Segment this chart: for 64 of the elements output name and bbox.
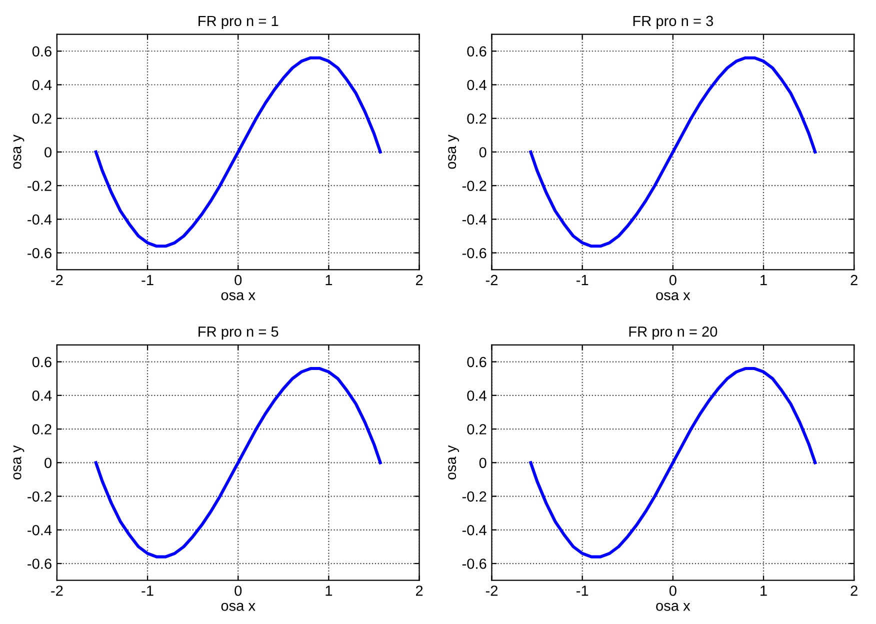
x-tick-label: -1	[576, 586, 588, 596]
y-tick-label: -0.4	[28, 524, 52, 536]
y-tick-label: 0.2	[467, 113, 486, 124]
y-axis-title: osa y	[448, 134, 459, 169]
chart-title: FR pro n = 20	[629, 326, 718, 340]
y-tick-label: 0	[479, 458, 486, 468]
y-axis-title: osa y	[13, 134, 24, 169]
x-tick-label: -2	[51, 274, 63, 286]
line-series	[529, 56, 817, 248]
y-tick-label: 0.4	[467, 80, 486, 90]
x-tick-label: 0	[669, 274, 676, 286]
y-tick-label: 0.2	[32, 113, 52, 124]
y-tick-label: -0.2	[28, 180, 52, 192]
y-tick-label: 0	[479, 147, 486, 158]
x-tick-label: 0	[669, 586, 676, 596]
y-tick-label: -0.2	[462, 491, 486, 502]
x-tick-label: 0	[234, 274, 242, 286]
y-tick-label: -0.2	[28, 491, 52, 502]
x-tick-label: 2	[850, 274, 858, 286]
x-tick-label: 2	[416, 586, 423, 596]
y-tick-label: 0.2	[467, 424, 486, 434]
y-tick-label: -0.6	[462, 558, 486, 569]
line-series	[529, 366, 817, 558]
y-tick-label: -0.4	[462, 214, 486, 225]
y-tick-label: -0.6	[28, 248, 52, 258]
y-tick-label: 0.6	[467, 356, 486, 368]
y-axis-title: osa y	[13, 445, 24, 480]
y-axis-title: osa y	[448, 445, 459, 480]
line-series	[94, 366, 382, 558]
chart-title: FR pro n = 5	[198, 326, 278, 340]
x-tick-label: 1	[760, 586, 767, 596]
y-tick-label: -0.6	[28, 558, 52, 569]
x-tick-label: -1	[576, 275, 588, 286]
x-tick-label: -1	[142, 275, 154, 286]
x-axis-title: osa x	[221, 292, 256, 300]
x-tick-label: -2	[486, 274, 498, 286]
x-tick-label: 2	[416, 274, 423, 286]
x-axis-title: osa x	[221, 602, 256, 611]
y-tick-label: -0.6	[462, 248, 486, 258]
y-tick-label: 0.6	[32, 356, 52, 368]
y-tick-label: -0.4	[462, 524, 486, 536]
x-tick-label: 1	[760, 275, 767, 286]
x-tick-label: 0	[234, 586, 242, 596]
y-tick-label: 0.6	[32, 46, 52, 57]
x-tick-label: -2	[486, 586, 498, 596]
y-tick-label: -0.4	[28, 214, 52, 225]
x-tick-label: 2	[850, 586, 858, 596]
y-tick-label: -0.2	[462, 180, 486, 192]
y-tick-label: 0	[44, 458, 52, 468]
y-tick-label: 0.2	[32, 424, 52, 434]
y-tick-label: 0.6	[467, 46, 486, 57]
y-tick-label: 0.4	[467, 390, 486, 401]
x-tick-label: -2	[51, 586, 63, 596]
x-tick-label: 1	[326, 586, 332, 596]
y-tick-label: 0.4	[32, 80, 52, 90]
line-series	[94, 56, 382, 248]
chart-title: FR pro n = 3	[633, 16, 714, 30]
x-tick-label: -1	[142, 586, 154, 596]
y-tick-label: 0.4	[32, 390, 52, 401]
chart-title: FR pro n = 1	[198, 16, 278, 30]
x-tick-label: 1	[326, 275, 332, 286]
x-axis-title: osa x	[656, 602, 690, 611]
y-tick-label: 0	[44, 147, 52, 158]
x-axis-title: osa x	[656, 292, 690, 300]
